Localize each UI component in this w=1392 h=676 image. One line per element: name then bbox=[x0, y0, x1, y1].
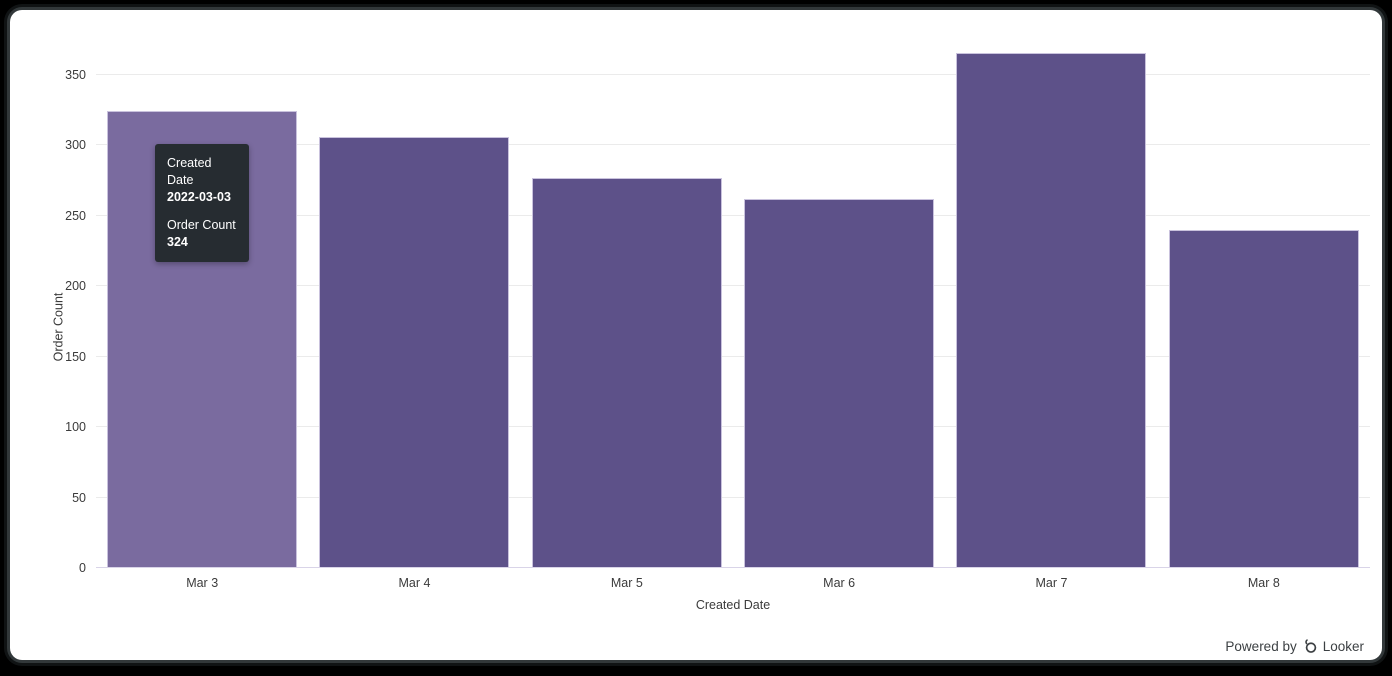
hover-tooltip: Created Date 2022-03-03 Order Count 324 bbox=[155, 144, 249, 262]
bar-slot-Mar 3 bbox=[96, 10, 308, 567]
gridline-100 bbox=[96, 426, 1370, 428]
bar-slot-Mar 6 bbox=[733, 10, 945, 567]
tooltip-measure-label: Order Count bbox=[167, 218, 236, 232]
gridline-250 bbox=[96, 214, 1370, 216]
x-axis-line bbox=[96, 567, 1370, 568]
y-tick-label-100: 100 bbox=[65, 420, 86, 435]
gridline-300 bbox=[96, 144, 1370, 146]
y-tick-label-250: 250 bbox=[65, 208, 86, 223]
x-tick-label-mar-8: Mar 8 bbox=[1247, 576, 1280, 590]
plot-area bbox=[96, 10, 1370, 568]
bar-slot-Mar 4 bbox=[308, 10, 520, 567]
y-tick-label-350: 350 bbox=[65, 68, 86, 82]
y-tick-label-150: 150 bbox=[65, 349, 86, 364]
bar-series bbox=[96, 10, 1370, 567]
brand-text: Looker bbox=[1322, 638, 1364, 654]
bar-mar-4[interactable] bbox=[319, 137, 510, 567]
x-tick-label-mar-7: Mar 7 bbox=[1035, 576, 1068, 590]
y-tick-label-50: 50 bbox=[72, 490, 86, 505]
gridline-200 bbox=[96, 285, 1370, 287]
gridline-350 bbox=[96, 74, 1370, 75]
bar-slot-Mar 8 bbox=[1158, 10, 1370, 567]
x-axis-labels: Mar 3 Mar 4 Mar 5 Mar 6 Mar 7 Mar 8 bbox=[96, 576, 1370, 590]
powered-by-text: Powered by bbox=[1225, 638, 1297, 654]
bar-mar-6[interactable] bbox=[744, 199, 935, 567]
y-axis-ticks: 0 50 100 150 200 250 300 350 bbox=[10, 10, 86, 575]
bar-mar-5[interactable] bbox=[531, 178, 722, 567]
bar-mar-7[interactable] bbox=[956, 52, 1147, 567]
tooltip-dimension-value: 2022-03-03 bbox=[167, 190, 231, 204]
x-tick-label-mar-6: Mar 6 bbox=[823, 576, 856, 590]
x-tick-label-mar-5: Mar 5 bbox=[610, 576, 643, 590]
gridline-150 bbox=[96, 355, 1370, 357]
powered-by-looker-link[interactable]: Powered by Looker bbox=[1225, 638, 1364, 654]
bar-slot-Mar 5 bbox=[521, 10, 733, 567]
looker-logo-icon bbox=[1302, 638, 1318, 654]
bar-mar-8[interactable] bbox=[1168, 230, 1359, 567]
x-axis-title: Created Date bbox=[695, 598, 771, 612]
x-tick-label-mar-3: Mar 3 bbox=[186, 576, 219, 590]
bar-slot-Mar 7 bbox=[945, 10, 1157, 567]
y-tick-label-300: 300 bbox=[65, 138, 86, 153]
y-tick-label-0: 0 bbox=[79, 561, 86, 575]
tooltip-measure-value: 324 bbox=[167, 235, 188, 249]
tooltip-dimension-label: Created Date bbox=[167, 156, 212, 187]
gridline-50 bbox=[96, 496, 1370, 498]
y-tick-label-200: 200 bbox=[65, 279, 86, 294]
x-tick-label-mar-4: Mar 4 bbox=[398, 576, 431, 590]
